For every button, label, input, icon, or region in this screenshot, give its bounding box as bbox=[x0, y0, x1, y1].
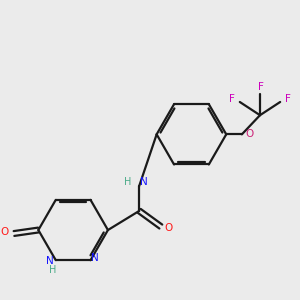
Text: O: O bbox=[245, 129, 254, 139]
Text: H: H bbox=[124, 177, 132, 187]
Text: H: H bbox=[49, 265, 57, 275]
Text: N: N bbox=[46, 256, 53, 266]
Text: F: F bbox=[258, 82, 264, 92]
Text: O: O bbox=[164, 223, 172, 233]
Text: F: F bbox=[229, 94, 235, 103]
Text: O: O bbox=[0, 227, 8, 238]
Text: N: N bbox=[91, 254, 99, 263]
Text: F: F bbox=[285, 94, 291, 103]
Text: N: N bbox=[140, 177, 147, 187]
